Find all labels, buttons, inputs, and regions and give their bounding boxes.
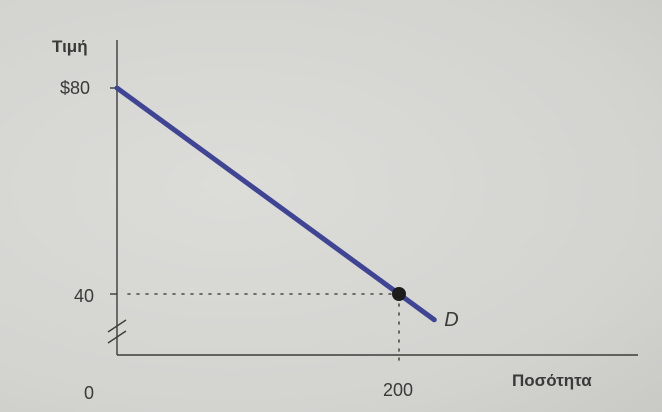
origin-label: 0 xyxy=(84,383,94,403)
x-tick-label-200: 200 xyxy=(383,380,413,400)
series-label-d: D xyxy=(444,309,458,331)
y-tick-label-40: 40 xyxy=(74,286,94,306)
equilibrium-point xyxy=(392,287,406,301)
y-axis-break-mark-lower xyxy=(107,330,127,344)
demand-curve-line xyxy=(114,85,437,323)
y-axis-break-mark-upper xyxy=(107,319,127,333)
y-axis-title: Τιμή xyxy=(52,37,88,56)
x-axis-title: Ποσότητα xyxy=(512,371,592,390)
y-tick-label-80: $80 xyxy=(60,78,90,98)
